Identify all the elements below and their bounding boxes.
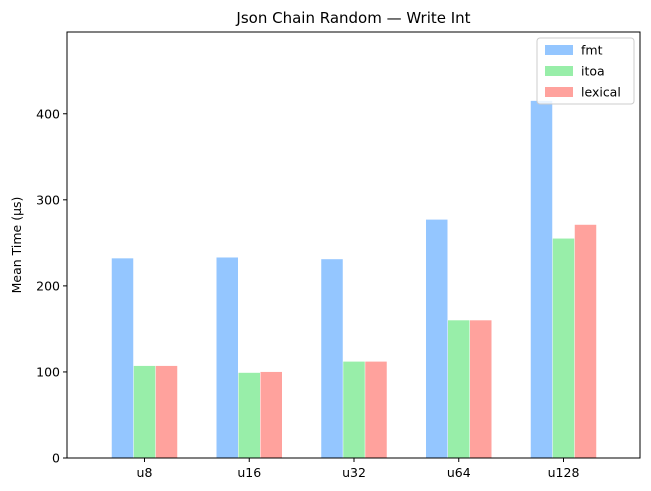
- x-tick-label: u64: [447, 465, 471, 480]
- x-ticks-group: u8 u16 u32 u64 u128: [137, 458, 580, 480]
- legend-swatch-itoa: [545, 66, 573, 76]
- chart-title: Json Chain Random — Write Int: [235, 9, 470, 27]
- bar-itoa-u16: [238, 372, 260, 458]
- legend: fmt itoa lexical: [536, 37, 635, 105]
- legend-swatch-lexical: [545, 87, 573, 97]
- y-tick-label: 300: [36, 192, 60, 207]
- bar-lexical-u16: [260, 371, 282, 458]
- legend-swatch-fmt: [545, 45, 573, 55]
- y-tick-label: 100: [36, 364, 60, 379]
- bars-group: [111, 100, 597, 458]
- bar-itoa-u32: [343, 361, 365, 458]
- x-tick-label: u8: [137, 465, 153, 480]
- y-tick-label: 200: [36, 278, 60, 293]
- bar-fmt-u16: [216, 257, 238, 458]
- legend-label-fmt: fmt: [581, 43, 603, 58]
- x-tick-label: u128: [548, 465, 580, 480]
- bar-itoa-u128: [552, 238, 575, 458]
- bar-lexical-u32: [365, 361, 387, 458]
- bar-fmt-u64: [426, 219, 448, 458]
- y-axis-label: Mean Time (µs): [9, 197, 24, 294]
- bar-itoa-u64: [448, 320, 470, 458]
- plot-frame: [66, 31, 641, 459]
- bar-lexical-u128: [574, 224, 597, 458]
- y-tick-label: 400: [36, 106, 60, 121]
- bar-fmt-u128: [530, 100, 553, 458]
- x-tick-label: u32: [342, 465, 366, 480]
- bar-lexical-u8: [155, 365, 178, 458]
- legend-label-itoa: itoa: [581, 64, 605, 79]
- legend-label-lexical: lexical: [581, 85, 621, 100]
- y-ticks-group: 0 100 200 300 400: [36, 106, 67, 466]
- bar-itoa-u8: [133, 365, 156, 458]
- bar-lexical-u64: [470, 320, 492, 458]
- x-tick-label: u16: [237, 465, 261, 480]
- bar-fmt-u8: [111, 258, 134, 458]
- bar-fmt-u32: [321, 259, 343, 458]
- y-tick-label: 0: [52, 451, 60, 466]
